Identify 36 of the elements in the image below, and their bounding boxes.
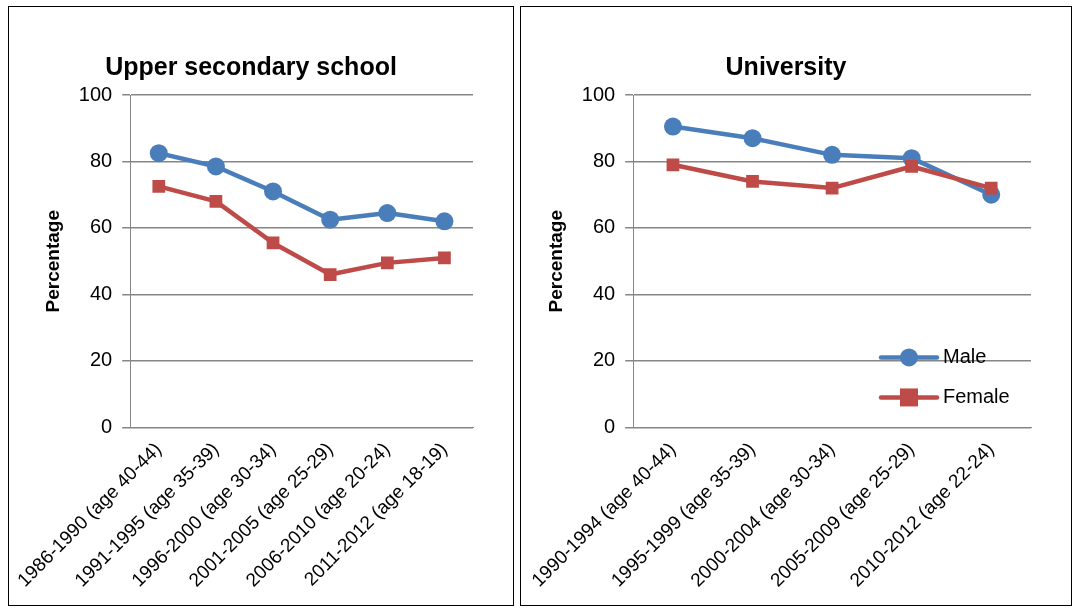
chart-title: Upper secondary school [105,51,397,80]
y-tick-label: 0 [101,414,113,437]
y-tick-label: 20 [89,348,113,371]
point [823,145,842,164]
y-tick-label: 40 [89,281,113,304]
y-tick-label: 60 [89,215,113,238]
y-tick-label: 40 [592,281,616,304]
point [323,268,337,281]
point [905,160,919,173]
y-axis-title: Percentage [41,209,63,313]
point [152,180,166,193]
point [663,117,682,136]
point [984,181,998,195]
y-tick-label: 60 [592,215,616,238]
legend-label: Female [943,384,1010,407]
chart-title: University [725,51,847,80]
y-tick-label: 100 [581,82,616,105]
point [378,204,397,223]
y-tick-label: 80 [592,149,616,171]
point [435,212,454,231]
y-tick-label: 0 [604,414,616,437]
point [666,158,680,172]
legend-label: Male [943,344,987,367]
point [209,195,223,208]
y-axis-title: Percentage [544,209,566,313]
point [438,251,451,265]
point [746,175,759,188]
y-tick-label: 20 [592,348,616,371]
point [380,256,394,270]
point [206,157,225,176]
point [264,182,283,201]
y-tick-label: 100 [78,82,113,105]
point [321,210,340,229]
point [743,129,762,148]
point [149,144,168,163]
y-tick-label: 80 [89,149,113,171]
